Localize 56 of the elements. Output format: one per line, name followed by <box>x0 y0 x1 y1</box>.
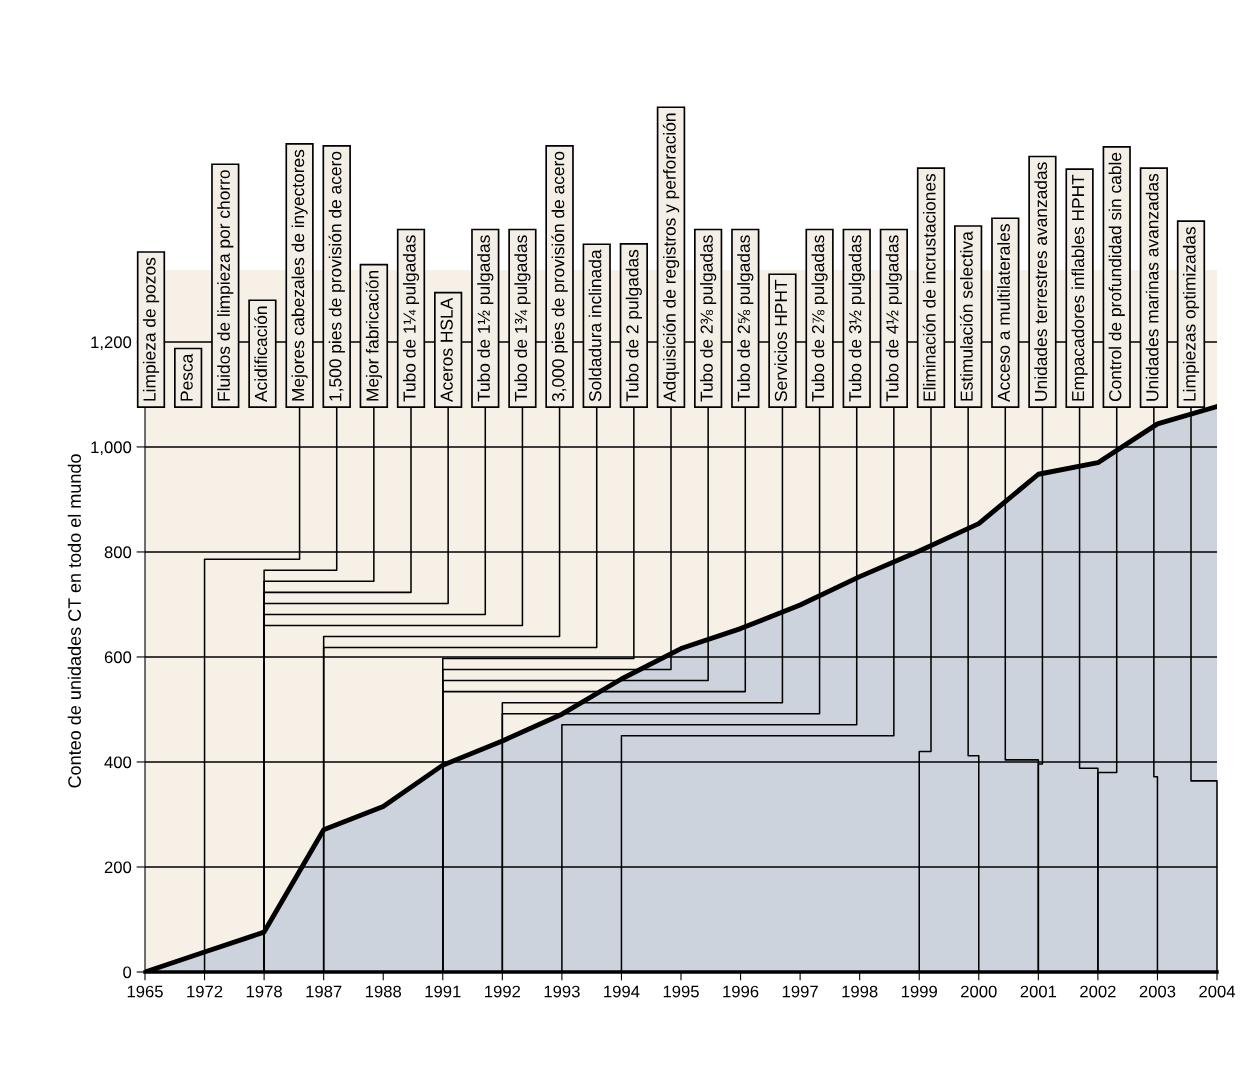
x-tick-label: 1995 <box>663 985 699 998</box>
annotation: Aceros HSLA <box>440 297 453 402</box>
annotation: Servicios HPHT <box>774 279 788 402</box>
annotation: Eliminación de incrustaciones <box>922 173 936 401</box>
y-tick-label: 200 <box>104 861 132 874</box>
x-tick-label: 1992 <box>485 985 521 998</box>
x-tick-label: 1991 <box>425 985 461 998</box>
annotation: Pesca <box>180 353 193 401</box>
annotation: Tubo de 1¼ pulgadas <box>402 235 420 402</box>
annotation: Tubo de 2⅞ pulgadas <box>811 235 828 402</box>
y-tick-label: 800 <box>104 546 132 559</box>
annotation: Mejores cabezales de inyectores <box>291 149 308 401</box>
y-tick-label: 400 <box>104 756 132 769</box>
x-tick-label: 1999 <box>901 985 937 998</box>
x-tick-label: 1994 <box>604 985 640 998</box>
annotation: Mejor fabricación <box>365 270 383 401</box>
x-tick-label: 1978 <box>246 985 282 998</box>
x-tick-label: 1988 <box>365 985 402 998</box>
x-tick-label: 2001 <box>1020 985 1057 998</box>
y-tick-label: 1,000 <box>91 441 132 456</box>
annotation: Tubo de 1¾ pulgadas <box>514 235 531 402</box>
x-tick-label: 2004 <box>1199 985 1236 998</box>
x-tick-label: 2002 <box>1080 985 1116 998</box>
y-tick-label: 600 <box>104 651 132 664</box>
annotation: Unidades marinas avanzadas <box>1145 173 1159 401</box>
annotation: Acceso a multilaterales <box>997 224 1010 402</box>
x-tick-label: 1996 <box>723 985 759 998</box>
annotation: Fluidos de limpieza por chorro <box>217 170 234 401</box>
x-tick-label: 1965 <box>127 985 163 998</box>
x-tick-label: 2000 <box>961 985 997 998</box>
y-axis-title: Conteo de unidades CT en todo el mundo <box>67 454 81 788</box>
annotation: Tubo de 4½ pulgadas <box>885 235 902 402</box>
y-tick-label: 1,200 <box>91 336 132 351</box>
x-tick-label: 2003 <box>1139 985 1176 998</box>
x-tick-label: 1993 <box>544 985 580 998</box>
annotation: Empacadores inflables HPHT <box>1071 174 1088 401</box>
annotation: Tubo de 1½ pulgadas <box>477 235 494 402</box>
x-tick-label: 1972 <box>187 985 223 998</box>
annotation: Soldadura inclinada <box>588 249 602 402</box>
annotation: Adquisición de registros y perforación <box>662 113 680 402</box>
annotation: Tubo de 2⅝ pulgadas <box>737 235 754 402</box>
annotation: 3,000 pies de provisión de acero <box>551 151 568 402</box>
annotation: Unidades terrestres avanzadas <box>1034 162 1048 401</box>
annotation: 1,500 pies de provisión de acero <box>328 151 345 401</box>
annotation: Acidificación <box>254 306 268 402</box>
annotation: Limpiezas optimizadas <box>1182 226 1200 401</box>
x-tick-label: 1987 <box>306 985 342 998</box>
x-tick-label: 1997 <box>782 985 818 998</box>
x-tick-label: 1998 <box>842 985 878 998</box>
annotation: Limpieza de pozos <box>142 257 160 401</box>
annotation: Control de profundidad sin cable <box>1108 152 1125 402</box>
annotation: Estimulación selectiva <box>959 231 973 401</box>
annotation: Tubo de 2 pulgadas <box>625 249 642 402</box>
annotation: Tubo de 3½ pulgadas <box>848 235 865 402</box>
annotation: Tubo de 2⅜ pulgadas <box>700 235 717 402</box>
y-tick-label: 0 <box>123 966 132 979</box>
